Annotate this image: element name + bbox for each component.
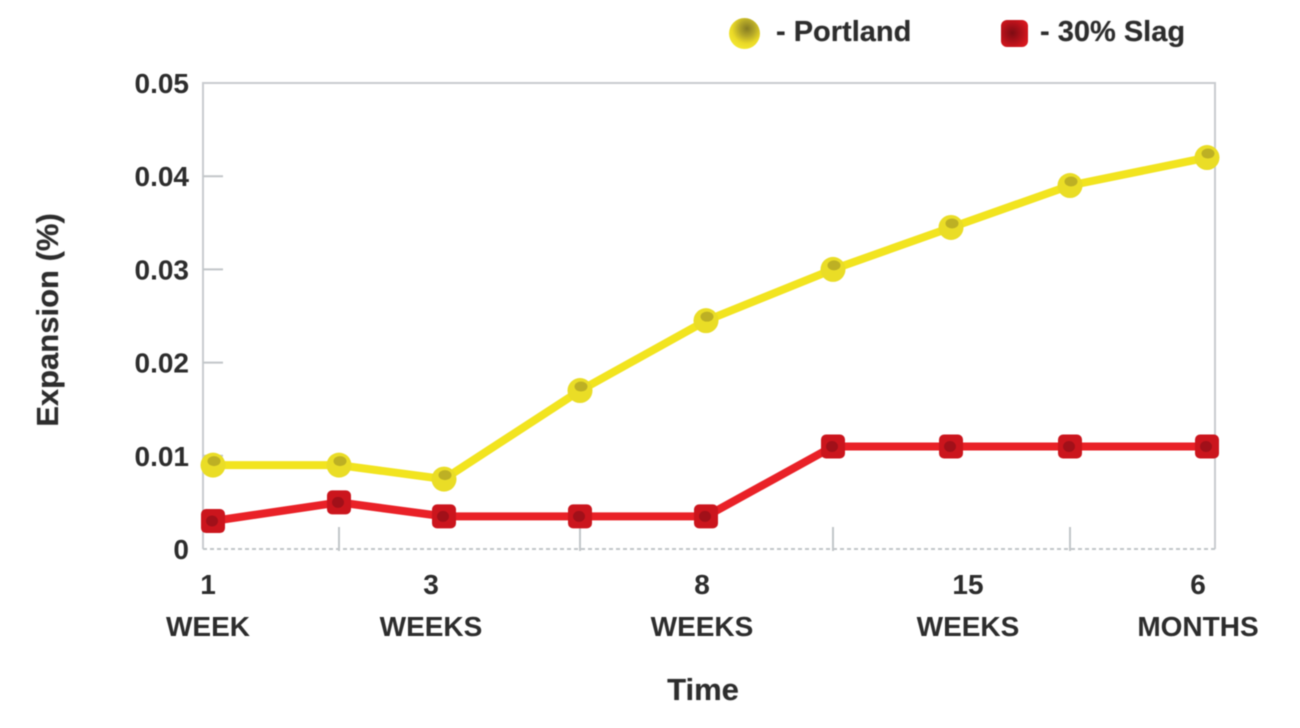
30-slag-marker-shade bbox=[332, 496, 344, 508]
30-slag-marker-shade bbox=[573, 510, 585, 522]
portland-marker-shade bbox=[945, 218, 959, 229]
x-tick-label-unit: WEEKS bbox=[380, 611, 483, 642]
portland-marker-shade bbox=[438, 470, 452, 481]
30-slag-marker-shade bbox=[826, 440, 838, 452]
legend-swatch-portland-icon bbox=[729, 18, 760, 49]
y-tick-label: 0.04 bbox=[135, 161, 190, 192]
30-slag-marker-shade bbox=[1200, 440, 1212, 452]
portland-marker-shade bbox=[700, 311, 714, 322]
portland-marker-shade bbox=[1064, 176, 1078, 187]
y-tick-label: 0.05 bbox=[135, 68, 190, 99]
y-tick-label: 0.01 bbox=[135, 441, 190, 472]
plot-frame bbox=[202, 82, 1216, 549]
x-tick-label-unit: WEEKS bbox=[917, 611, 1020, 642]
30-slag-marker-shade bbox=[1063, 440, 1075, 452]
portland-marker-shade bbox=[574, 381, 588, 392]
x-axis-title: Time bbox=[667, 672, 739, 707]
y-tick-label: 0 bbox=[173, 534, 189, 565]
30-slag-marker-shade bbox=[944, 440, 956, 452]
portland-marker-shade bbox=[1201, 148, 1215, 159]
y-axis-title: Expansion (%) bbox=[30, 213, 65, 427]
x-tick-label-unit: WEEKS bbox=[651, 611, 754, 642]
portland-marker-shade bbox=[333, 456, 347, 467]
x-tick-label-number: 1 bbox=[200, 569, 216, 600]
x-tick-label-number: 15 bbox=[952, 569, 983, 600]
y-tick-label: 0.02 bbox=[135, 348, 190, 379]
30-slag-marker-shade bbox=[699, 510, 711, 522]
legend: - Portland - 30% Slag bbox=[0, 0, 1300, 70]
x-tick-label-number: 8 bbox=[694, 569, 710, 600]
legend-swatch-slag-icon bbox=[1001, 20, 1028, 47]
portland-marker-shade bbox=[207, 456, 221, 467]
portland-marker-shade bbox=[827, 260, 841, 271]
x-tick-label-unit: MONTHS bbox=[1137, 611, 1258, 642]
legend-label-portland: - Portland bbox=[776, 16, 912, 48]
x-tick-label-number: 6 bbox=[1190, 569, 1206, 600]
30-slag-marker-shade bbox=[437, 510, 449, 522]
y-tick-label: 0.03 bbox=[135, 254, 190, 285]
x-tick-label-unit: WEEK bbox=[166, 611, 250, 642]
legend-label-slag: - 30% Slag bbox=[1040, 16, 1186, 48]
x-tick-label-number: 3 bbox=[423, 569, 439, 600]
30-slag-marker-shade bbox=[206, 515, 218, 527]
